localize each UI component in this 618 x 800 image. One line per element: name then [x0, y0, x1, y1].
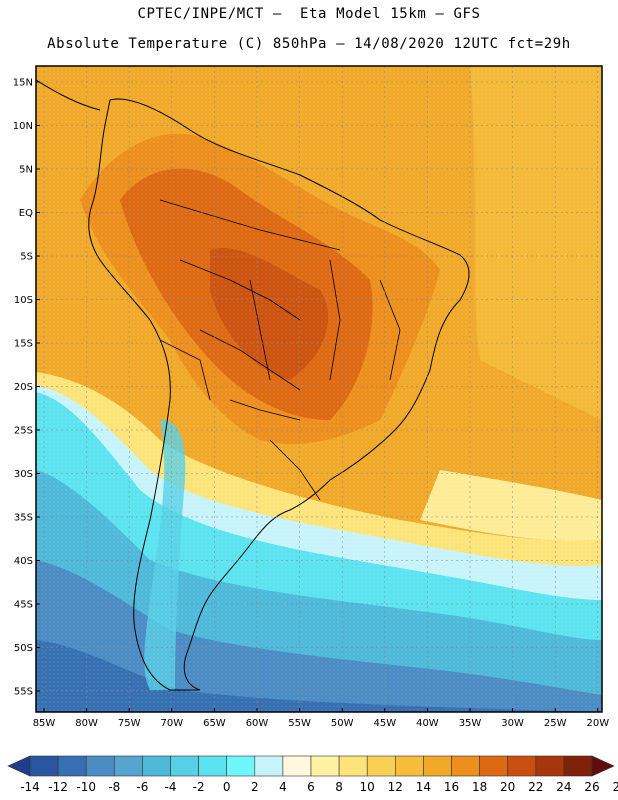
lat-tick-label: 10S — [14, 295, 33, 306]
chart-title-line-1: CPTEC/INPE/MCT – Eta Model 15km – GFS — [137, 6, 481, 22]
colorbar-label: 0 — [223, 780, 231, 794]
lon-tick-label: 75W — [118, 718, 141, 729]
colorbar-swatch — [170, 755, 199, 777]
colorbar-swatch — [282, 755, 312, 777]
colorbar-label: 4 — [279, 780, 287, 794]
chart-title-line-2: Absolute Temperature (C) 850hPa – 14/08/… — [47, 36, 571, 52]
longitude-axis: 85W 80W 75W 70W 65W 60W 55W 50W 45W 40W 35W 30W 25W 2… — [33, 708, 609, 729]
coastlines — [36, 79, 470, 691]
colorbar-swatch — [479, 755, 509, 777]
colorbar-label: 16 — [444, 780, 459, 794]
colorbar-label: 26 — [584, 780, 599, 794]
latitude-axis: 15N 10N 5N EQ 5S 10S 15S 20S 25S 30S 35S 40S 45S 50S 5… — [13, 78, 40, 698]
colorbar-label: -12 — [48, 780, 68, 794]
colorbar-label: 8 — [335, 780, 343, 794]
lat-tick-label: 45S — [14, 600, 33, 611]
colorbar-label: -6 — [136, 780, 148, 794]
central-america-coast — [36, 79, 101, 111]
colorbar-swatch — [85, 755, 115, 777]
colorbar-label: -14 — [20, 780, 40, 794]
colorbar-swatch — [254, 755, 284, 777]
lon-tick-label: 25W — [544, 718, 567, 729]
colorbar-swatch — [114, 755, 143, 777]
lat-tick-label: 15N — [13, 78, 33, 89]
lon-tick-label: 60W — [246, 718, 269, 729]
lon-tick-label: 20W — [586, 718, 609, 729]
colorbar-label: 12 — [388, 780, 403, 794]
colorbar-swatch — [366, 755, 396, 777]
colorbar-arrow-max — [591, 755, 615, 777]
lat-tick-label: 15S — [14, 339, 33, 350]
lat-tick-label: 20S — [14, 382, 33, 393]
colorbar-swatch — [29, 755, 59, 777]
colorbar-label: 24 — [556, 780, 571, 794]
colorbar-swatch — [198, 755, 228, 777]
lon-tick-label: 35W — [459, 718, 482, 729]
lat-tick-label: 5S — [20, 252, 33, 263]
lon-tick-label: 85W — [33, 718, 56, 729]
colorbar-swatch — [57, 755, 87, 777]
colorbar-swatch — [535, 755, 565, 777]
colorbar-swatch — [451, 755, 480, 777]
lon-tick-label: 50W — [331, 718, 354, 729]
colorbar-swatch — [142, 755, 171, 777]
colorbar-swatch — [423, 755, 452, 777]
lat-tick-label: 5N — [19, 165, 33, 176]
colorbar-label: -8 — [108, 780, 120, 794]
lon-tick-label: 45W — [373, 718, 396, 729]
south-america-coast — [88, 98, 470, 691]
plot-border — [35, 65, 603, 713]
lon-tick-label: 55W — [288, 718, 311, 729]
colorbar-label: 18 — [472, 780, 487, 794]
colorbar-swatch — [563, 755, 593, 777]
lon-tick-label: 40W — [416, 718, 439, 729]
colorbar-label: -4 — [165, 780, 177, 794]
lat-tick-label: 35S — [14, 513, 33, 524]
colorbar-swatch — [226, 755, 256, 777]
field-texture — [36, 66, 602, 712]
temperature-field — [36, 66, 602, 712]
colorbar-label: 14 — [416, 780, 431, 794]
colorbar-label: -2 — [193, 780, 205, 794]
lat-tick-label: 55S — [14, 687, 33, 698]
colorbar-label: 20 — [500, 780, 515, 794]
colorbar-label: 10 — [360, 780, 375, 794]
lon-tick-label: 30W — [501, 718, 524, 729]
colorbar: -14 -12 -10 -8 -6 -4 -2 0 2 4 6 8 10 12 14 16 18 20 22 24 26… — [7, 755, 618, 794]
colorbar-swatch — [394, 755, 424, 777]
lat-lon-grid — [36, 66, 602, 712]
lat-tick-label: 30S — [14, 469, 33, 480]
colorbar-label: 28 — [612, 780, 618, 794]
lon-tick-label: 65W — [203, 718, 226, 729]
colorbar-arrow-min — [7, 755, 31, 777]
colorbar-swatch — [310, 755, 340, 777]
colorbar-swatch — [338, 755, 368, 777]
lat-tick-label: 25S — [14, 426, 33, 437]
colorbar-label: 2 — [251, 780, 259, 794]
lat-tick-label: 50S — [14, 643, 33, 654]
colorbar-label: 6 — [307, 780, 315, 794]
lon-tick-label: 70W — [160, 718, 183, 729]
colorbar-label: -10 — [76, 780, 96, 794]
lon-tick-label: 80W — [75, 718, 98, 729]
country-borders — [159, 199, 401, 501]
lat-tick-label: 10N — [13, 121, 33, 132]
lat-tick-label: EQ — [19, 208, 33, 219]
colorbar-swatch — [507, 755, 537, 777]
colorbar-label: 22 — [528, 780, 543, 794]
lat-tick-label: 40S — [14, 556, 33, 567]
